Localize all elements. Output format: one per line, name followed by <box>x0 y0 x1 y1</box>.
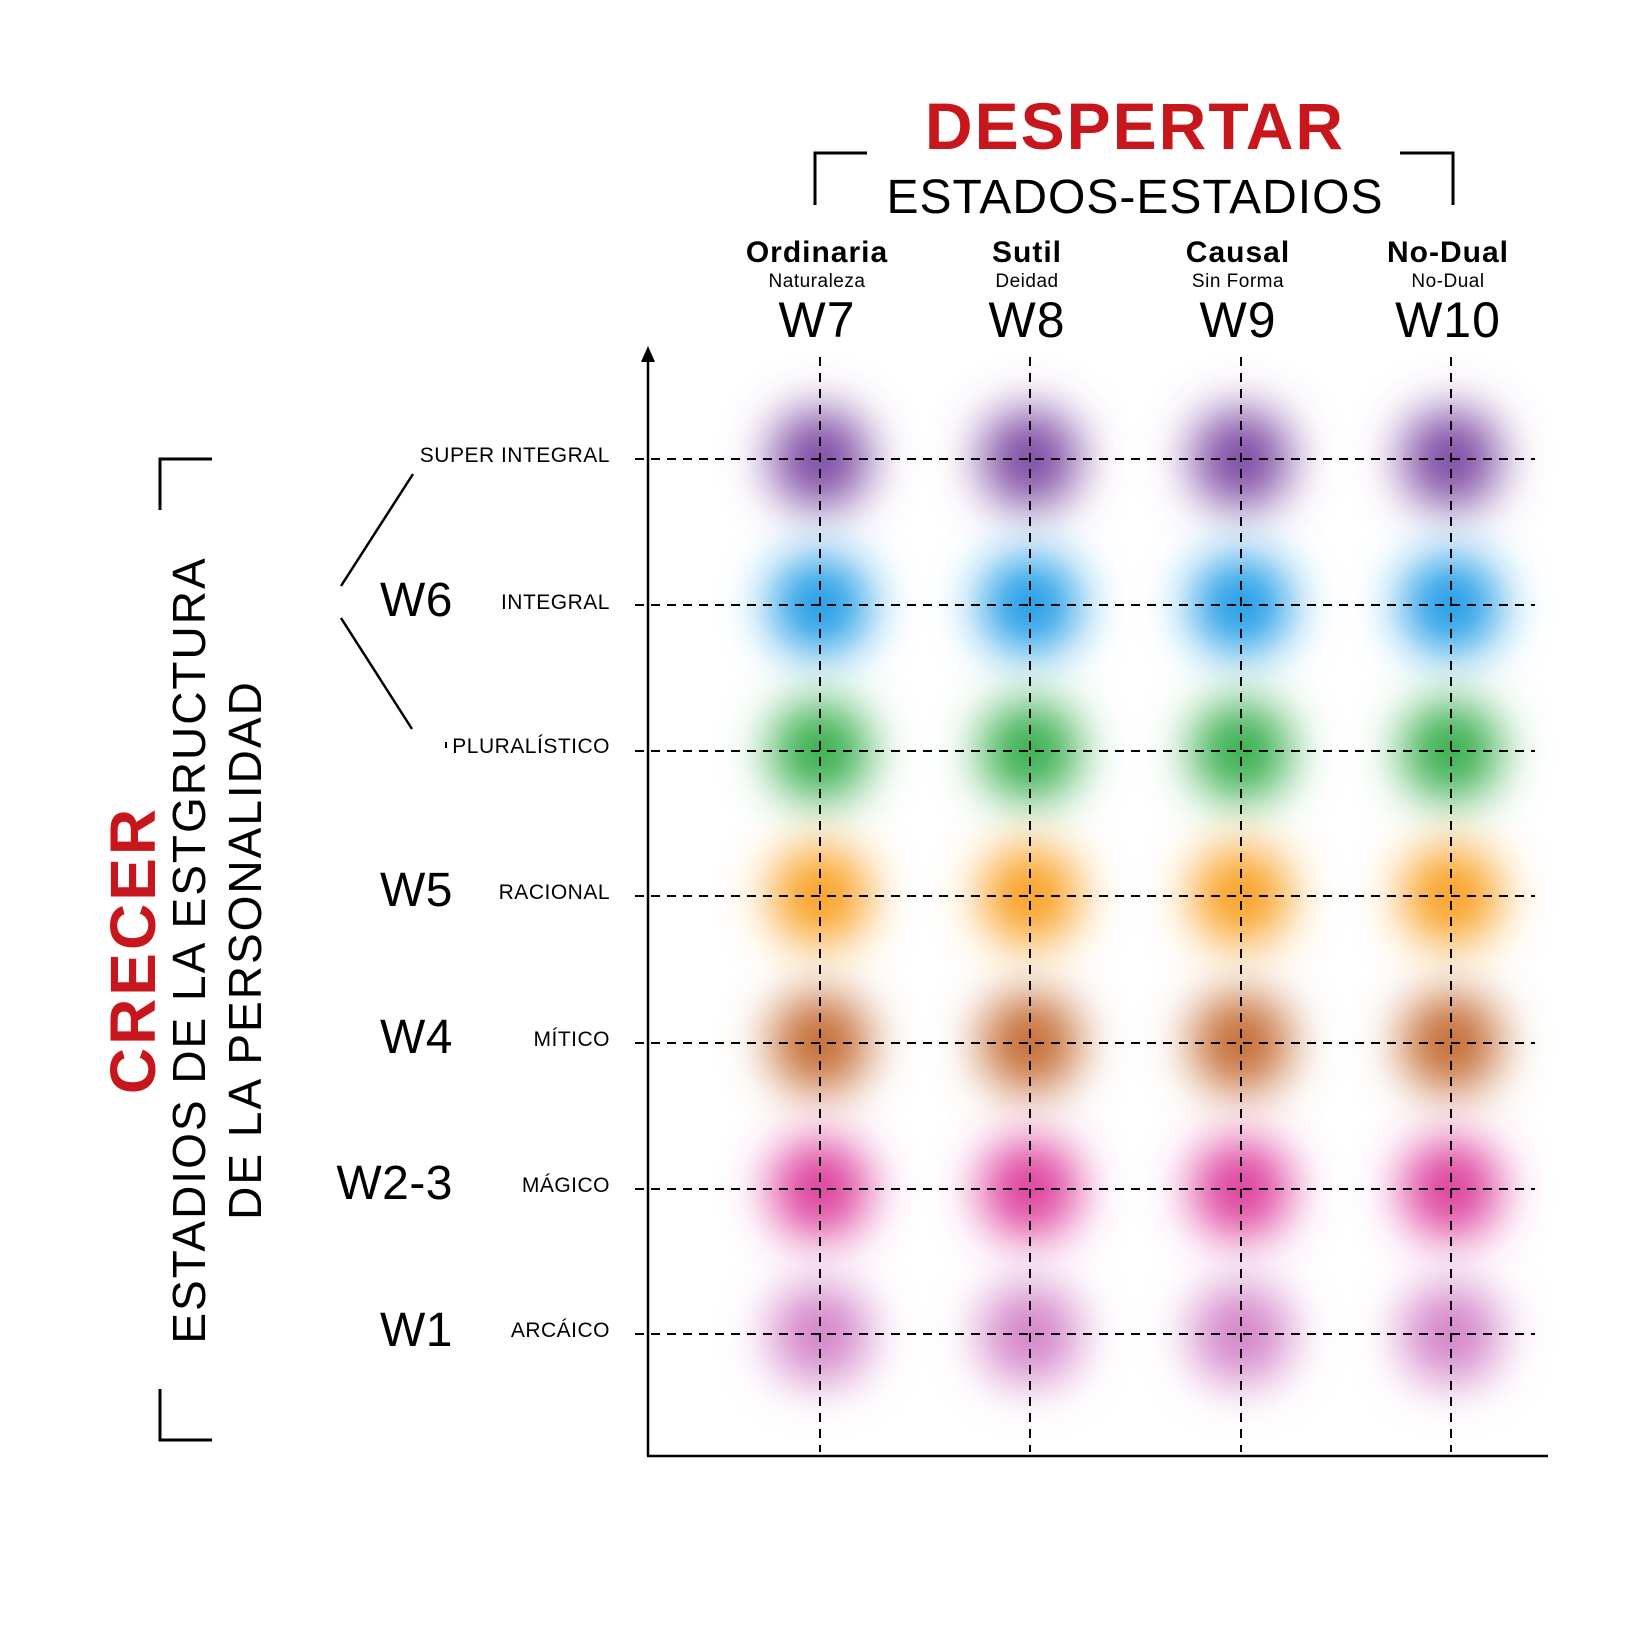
diagram: DESPERTAR ESTADOS-ESTADIOS Ordinaria Nat… <box>97 89 1578 1458</box>
w-level-w1: W1 <box>380 1304 453 1357</box>
w6-brace-lower <box>339 617 414 730</box>
w-level-w2-3: W2-3 <box>336 1157 453 1210</box>
column-header-sutil: Sutil Deidad W8 <box>897 236 1157 349</box>
side-bracket-bottom <box>158 1389 212 1442</box>
w6-brace-upper <box>339 473 415 587</box>
column-descriptor: No-Dual <box>1411 271 1485 292</box>
row-label-super-integral: SUPER INTEGRAL <box>419 444 610 467</box>
header-bracket-right <box>1400 151 1455 205</box>
column-header-ordinaria: Ordinaria Naturaleza W7 <box>687 236 947 349</box>
w-level-w5: W5 <box>380 864 453 917</box>
row-label-arcaico: ARCÁICO <box>510 1319 610 1342</box>
column-header-causal: Causal Sin Forma W9 <box>1108 236 1368 349</box>
row-label-mitico: MÍTICO <box>533 1028 610 1051</box>
stage-dot <box>980 993 1080 1093</box>
row-label-pluralistico: PLURALÍSTICO <box>452 735 610 758</box>
w-level-w6: W6 <box>380 574 453 627</box>
structure-stages-line1: ESTADIOS DE LA ESTGRUCTURA <box>163 556 215 1344</box>
column-state-label: No-Dual <box>1387 236 1509 269</box>
row-label-racional: RACIONAL <box>498 881 610 904</box>
column-code: W9 <box>1199 292 1277 348</box>
column-code: W8 <box>988 292 1066 348</box>
stage-dot <box>980 846 1080 946</box>
growing-title: CRECER <box>97 805 169 1095</box>
gridlines <box>635 357 1535 1452</box>
row-label-magico: MÁGICO <box>521 1174 610 1197</box>
column-state-label: Causal <box>1185 236 1291 269</box>
side-title-block: CRECER ESTADIOS DE LA ESTGRUCTURA DE LA … <box>97 250 275 1650</box>
column-descriptor: Deidad <box>995 271 1059 292</box>
w-level-w4: W4 <box>380 1011 453 1064</box>
side-bracket-top <box>158 457 212 510</box>
column-code: W7 <box>778 292 856 348</box>
states-stages-subtitle: ESTADOS-ESTADIOS <box>886 171 1384 224</box>
column-descriptor: Sin Forma <box>1191 271 1285 292</box>
column-state-label: Sutil <box>992 236 1062 269</box>
grid-canvas <box>158 151 1548 1458</box>
column-header-no-dual: No-Dual No-Dual W10 <box>1318 236 1578 349</box>
awakening-title: DESPERTAR <box>924 89 1346 163</box>
stage-dot <box>1191 846 1291 946</box>
column-code: W10 <box>1395 292 1501 348</box>
header-bracket-left <box>813 151 867 205</box>
stage-dot <box>1191 701 1291 801</box>
structure-stages-line2: DE LA PERSONALIDAD <box>219 680 271 1220</box>
column-descriptor: Naturaleza <box>768 271 866 292</box>
row-label-integral: INTEGRAL <box>500 591 610 614</box>
stage-dot <box>980 701 1080 801</box>
y-axis-arrow <box>641 346 655 362</box>
stage-dot <box>1191 993 1291 1093</box>
column-state-label: Ordinaria <box>745 236 889 269</box>
